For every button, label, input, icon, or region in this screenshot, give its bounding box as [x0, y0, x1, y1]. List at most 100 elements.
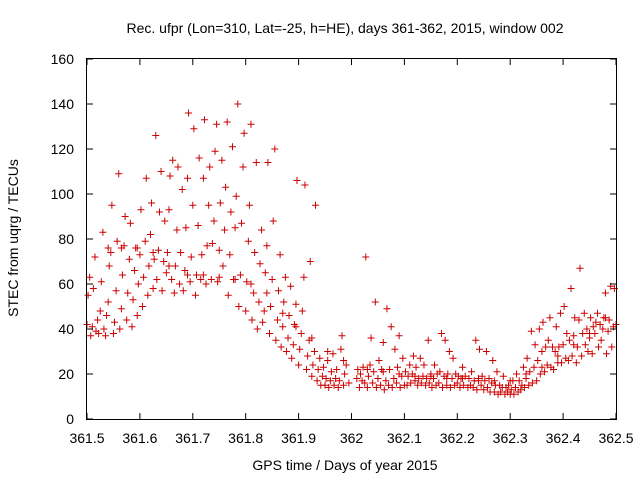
data-point — [453, 379, 461, 387]
data-point — [477, 381, 485, 389]
data-point — [489, 357, 497, 364]
y-tick-label: 60 — [58, 276, 74, 292]
data-point — [94, 316, 102, 324]
data-point — [113, 237, 121, 245]
data-point — [276, 251, 284, 259]
data-point — [596, 321, 604, 328]
data-point — [570, 332, 578, 340]
data-point — [549, 343, 557, 351]
plot-area — [83, 100, 620, 398]
data-point — [472, 336, 480, 344]
data-point — [523, 354, 531, 362]
data-point — [554, 352, 562, 360]
data-point — [478, 372, 486, 380]
data-point — [309, 361, 317, 369]
data-point — [589, 323, 597, 331]
data-point — [438, 384, 446, 391]
data-point — [129, 296, 137, 304]
data-point — [415, 375, 423, 382]
data-point — [526, 368, 534, 376]
data-point — [361, 379, 369, 387]
data-point — [558, 359, 566, 367]
data-point — [86, 273, 94, 281]
data-point — [231, 224, 239, 232]
data-point — [108, 201, 116, 209]
data-point — [563, 330, 571, 337]
data-point — [369, 379, 377, 387]
data-point — [234, 100, 242, 108]
data-point — [441, 336, 449, 344]
data-point — [355, 384, 363, 391]
data-point — [359, 363, 367, 371]
data-point — [580, 309, 588, 317]
data-point — [258, 226, 266, 234]
data-point — [179, 287, 187, 295]
data-point — [531, 341, 539, 349]
y-tick-label: 140 — [51, 96, 75, 112]
data-point — [155, 208, 163, 216]
data-point — [281, 273, 289, 281]
data-point — [171, 262, 179, 270]
data-point — [436, 368, 444, 376]
data-point — [221, 226, 229, 234]
data-point — [372, 384, 380, 391]
data-point — [583, 325, 591, 333]
data-point — [476, 345, 484, 353]
data-point — [370, 368, 378, 376]
x-tick-label: 362.3 — [493, 430, 528, 446]
data-point — [141, 237, 149, 245]
data-point — [423, 375, 431, 382]
data-point — [115, 170, 123, 178]
data-point — [223, 118, 231, 126]
data-point — [103, 312, 111, 319]
data-point — [459, 363, 467, 371]
x-tick-label: 361.9 — [281, 430, 316, 446]
data-point — [456, 384, 464, 391]
data-point — [605, 316, 613, 324]
data-point — [173, 226, 181, 234]
data-point — [367, 334, 375, 342]
data-point — [321, 381, 329, 389]
data-point — [271, 145, 279, 153]
data-point — [576, 264, 584, 272]
data-point — [587, 314, 595, 322]
data-point — [308, 334, 316, 342]
data-point — [287, 282, 295, 290]
data-point — [573, 343, 581, 351]
data-point — [208, 240, 216, 247]
data-point — [345, 379, 353, 387]
data-point — [162, 269, 170, 277]
data-point — [519, 363, 527, 371]
data-point — [505, 381, 513, 389]
data-point — [242, 307, 250, 315]
data-point — [497, 388, 505, 396]
data-point — [247, 280, 255, 288]
y-tick-label: 120 — [51, 141, 75, 157]
data-point — [279, 323, 287, 331]
data-point — [261, 269, 269, 277]
data-point — [533, 377, 541, 385]
data-point — [198, 251, 206, 259]
data-point — [306, 258, 314, 265]
data-point — [319, 363, 327, 371]
data-point — [282, 348, 290, 355]
data-point — [324, 357, 332, 364]
data-point — [187, 253, 195, 261]
data-point — [128, 323, 136, 331]
data-point — [273, 316, 281, 324]
data-point — [597, 336, 605, 344]
data-point — [565, 336, 573, 344]
data-point — [392, 379, 400, 387]
data-point — [149, 285, 157, 292]
data-point — [150, 255, 158, 263]
data-point — [285, 312, 293, 319]
data-point — [304, 352, 312, 360]
data-point — [443, 381, 451, 389]
data-point — [567, 285, 575, 292]
data-point — [303, 366, 311, 373]
data-point — [181, 267, 189, 274]
data-point — [256, 260, 264, 268]
data-point — [277, 343, 285, 351]
data-point — [207, 276, 215, 283]
